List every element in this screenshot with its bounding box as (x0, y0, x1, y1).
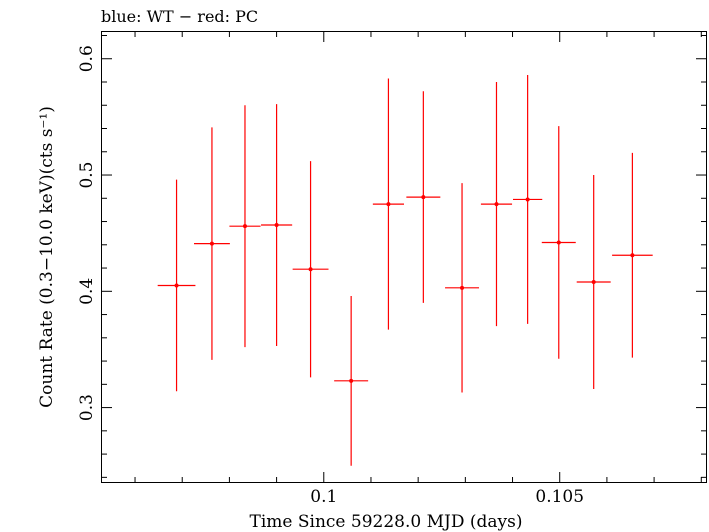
data-point (292, 161, 329, 378)
data-point (541, 126, 576, 359)
x-axis-label: Time Since 59228.0 MJD (days) (250, 512, 523, 532)
data-point (229, 105, 261, 348)
point-marker (174, 283, 179, 288)
point-marker (274, 223, 279, 228)
data-points (157, 75, 653, 466)
data-point (513, 75, 543, 324)
point-marker (494, 202, 499, 207)
data-point (334, 295, 369, 466)
data-point (157, 179, 196, 392)
data-point (445, 183, 480, 393)
plot-frame (101, 31, 707, 483)
data-point (372, 78, 404, 330)
data-point (576, 175, 611, 389)
point-marker (525, 197, 530, 202)
y-tick-label: 0.5 (77, 161, 97, 188)
point-marker (209, 241, 214, 246)
point-marker (591, 280, 596, 284)
axis-ticks: 0.1 0.105 0.3 0.4 0.5 0.6 (77, 32, 706, 507)
data-point (480, 82, 513, 327)
y-tick-label: 0.6 (77, 45, 97, 72)
point-marker (556, 240, 561, 245)
y-tick-label: 0.4 (77, 278, 97, 305)
point-marker (460, 285, 465, 290)
y-tick-label: 0.3 (77, 394, 97, 421)
x-tick-label: 0.1 (310, 487, 337, 507)
point-marker (349, 378, 354, 383)
x-tick-label: 0.105 (535, 487, 584, 507)
data-point (406, 91, 441, 303)
data-point (194, 127, 230, 360)
point-marker (386, 202, 391, 207)
point-marker (630, 253, 635, 258)
point-marker (242, 224, 247, 229)
point-marker (308, 267, 313, 272)
data-point (261, 104, 293, 346)
y-axis-label: Count Rate (0.3−10.0 keV)(cts s⁻¹) (37, 106, 57, 408)
data-point (612, 152, 653, 358)
chart-title: blue: WT − red: PC (101, 7, 258, 26)
point-marker (421, 195, 426, 200)
